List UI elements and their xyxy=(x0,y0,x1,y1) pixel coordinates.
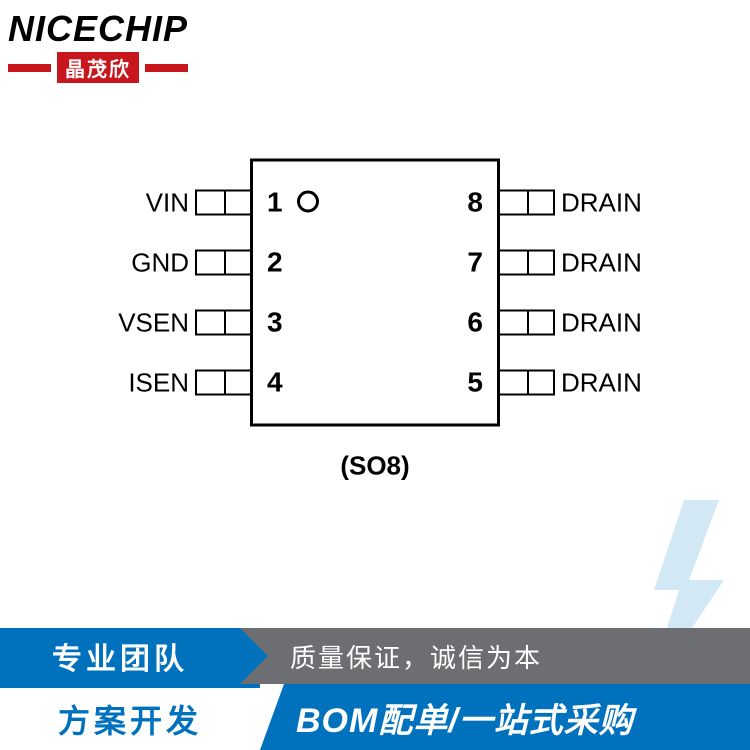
pin-4-num: 4 xyxy=(267,367,283,399)
pin-6-num: 6 xyxy=(467,307,483,339)
pin-6-label: DRAIN xyxy=(555,307,655,338)
pin-3-label: VSEN xyxy=(95,307,195,338)
chip-body-row: 2 7 xyxy=(250,233,500,293)
pin-3-num: 3 xyxy=(267,307,283,339)
banner-bot-right: BOM配单/一站式采购 xyxy=(260,684,750,750)
pin-2-label: GND xyxy=(95,247,195,278)
pin-2-lead xyxy=(195,250,250,276)
pin-7-num: 7 xyxy=(467,247,483,279)
chip-pinout-diagram: VIN 1 8 DRAIN GND 2 7 DRAIN VSEN 3 6 DRA… xyxy=(95,159,655,482)
pin-2-num: 2 xyxy=(267,247,283,279)
pin-6-lead xyxy=(500,310,555,336)
logo-sub-text: 晶茂欣 xyxy=(57,52,139,83)
pin-1-label: VIN xyxy=(95,187,195,218)
pin-7-label: DRAIN xyxy=(555,247,655,278)
pin-5-num: 5 xyxy=(467,367,483,399)
pin-4-lead xyxy=(195,370,250,396)
pin-1-num: 1 xyxy=(267,187,283,219)
chip-body-row: 4 5 xyxy=(250,353,500,413)
pin-8-lead xyxy=(500,190,555,216)
pin-7-lead xyxy=(500,250,555,276)
brand-logo: NICECHIP 晶茂欣 xyxy=(8,8,188,83)
pin-3-lead xyxy=(195,310,250,336)
logo-bar-left xyxy=(8,64,51,72)
pin-1-lead xyxy=(195,190,250,216)
pin-row-2-7: GND 2 7 DRAIN xyxy=(95,233,655,293)
chip-body-row: 1 8 xyxy=(250,173,500,233)
chip-body-top-edge xyxy=(250,159,500,173)
pin-4-label: ISEN xyxy=(95,367,195,398)
pin-8-label: DRAIN xyxy=(555,187,655,218)
chip-body-row: 3 6 xyxy=(250,293,500,353)
pin-row-4-5: ISEN 4 5 DRAIN xyxy=(95,353,655,413)
pin-5-label: DRAIN xyxy=(555,367,655,398)
logo-main-text: NICECHIP xyxy=(8,8,188,50)
banner-bot-left: 方案开发 xyxy=(0,684,260,750)
pin1-dot-icon xyxy=(297,191,319,213)
banner-top-right: 质量保证，诚信为本 xyxy=(240,628,750,684)
chip-body-bottom-edge xyxy=(250,413,500,427)
banner-top: 专业团队 质量保证，诚信为本 xyxy=(0,628,750,684)
pin-row-1-8: VIN 1 8 DRAIN xyxy=(95,173,655,233)
package-label: (SO8) xyxy=(95,451,655,482)
banner-bottom: 方案开发 BOM配单/一站式采购 xyxy=(0,684,750,750)
logo-bar-right xyxy=(145,64,188,72)
pin-8-num: 8 xyxy=(467,187,483,219)
pin-5-lead xyxy=(500,370,555,396)
logo-sub-wrap: 晶茂欣 xyxy=(8,52,188,83)
pin-row-3-6: VSEN 3 6 DRAIN xyxy=(95,293,655,353)
banner-top-left: 专业团队 xyxy=(0,628,240,684)
